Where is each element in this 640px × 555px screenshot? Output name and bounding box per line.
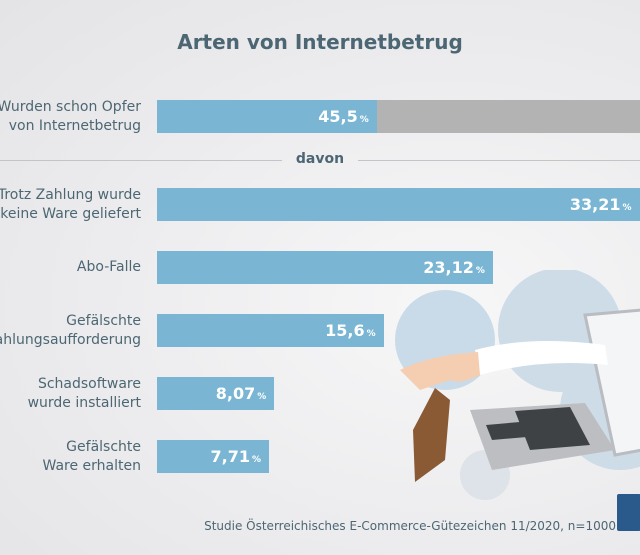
laptop-keyboard — [515, 407, 590, 450]
unit-label: % — [366, 329, 376, 339]
category-label: Wurden schon Opfer von Internetbetrug — [0, 99, 141, 134]
unit-label: % — [251, 455, 262, 465]
unit-label: % — [257, 392, 267, 402]
value-label: 15,6% — [325, 321, 376, 340]
bar — [157, 377, 275, 410]
category-label: Abo-Falle — [76, 259, 141, 275]
separator-line — [0, 160, 282, 161]
separator-label: davon — [295, 151, 345, 167]
guetezeichen-logo — [617, 494, 640, 531]
value-label: 33,21% — [569, 195, 632, 214]
unit-label: % — [359, 115, 369, 125]
unit-label: % — [622, 203, 632, 213]
separator-line — [358, 160, 640, 161]
value-label: 8,07% — [215, 384, 267, 403]
value-label: 23,12% — [423, 258, 485, 277]
bar — [157, 440, 270, 473]
category-label: Schadsoftware wurde installiert — [27, 376, 141, 411]
fraud-illustration — [395, 270, 640, 500]
chart-title: Arten von Internetbetrug — [177, 30, 463, 54]
sleeve — [475, 341, 608, 375]
category-label: Trotz Zahlung wurde keine Ware geliefert — [0, 187, 141, 222]
source-note: Studie Österreichisches E-Commerce-Gütez… — [204, 519, 616, 533]
bar-remainder — [376, 100, 640, 133]
laptop-trackpad — [486, 422, 527, 440]
value-label: 45,5% — [318, 107, 369, 126]
bar — [157, 188, 640, 221]
unit-label: % — [475, 266, 485, 276]
bar — [157, 314, 384, 347]
value-label: 7,71% — [210, 447, 262, 466]
hand-icon — [400, 352, 480, 390]
wallet-icon — [413, 388, 450, 482]
category-label: Gefälschte Ware erhalten — [42, 439, 141, 474]
category-label: Gefälschte Zahlungsaufforderung — [0, 313, 141, 348]
bar-main — [157, 100, 377, 133]
bar — [157, 251, 493, 284]
